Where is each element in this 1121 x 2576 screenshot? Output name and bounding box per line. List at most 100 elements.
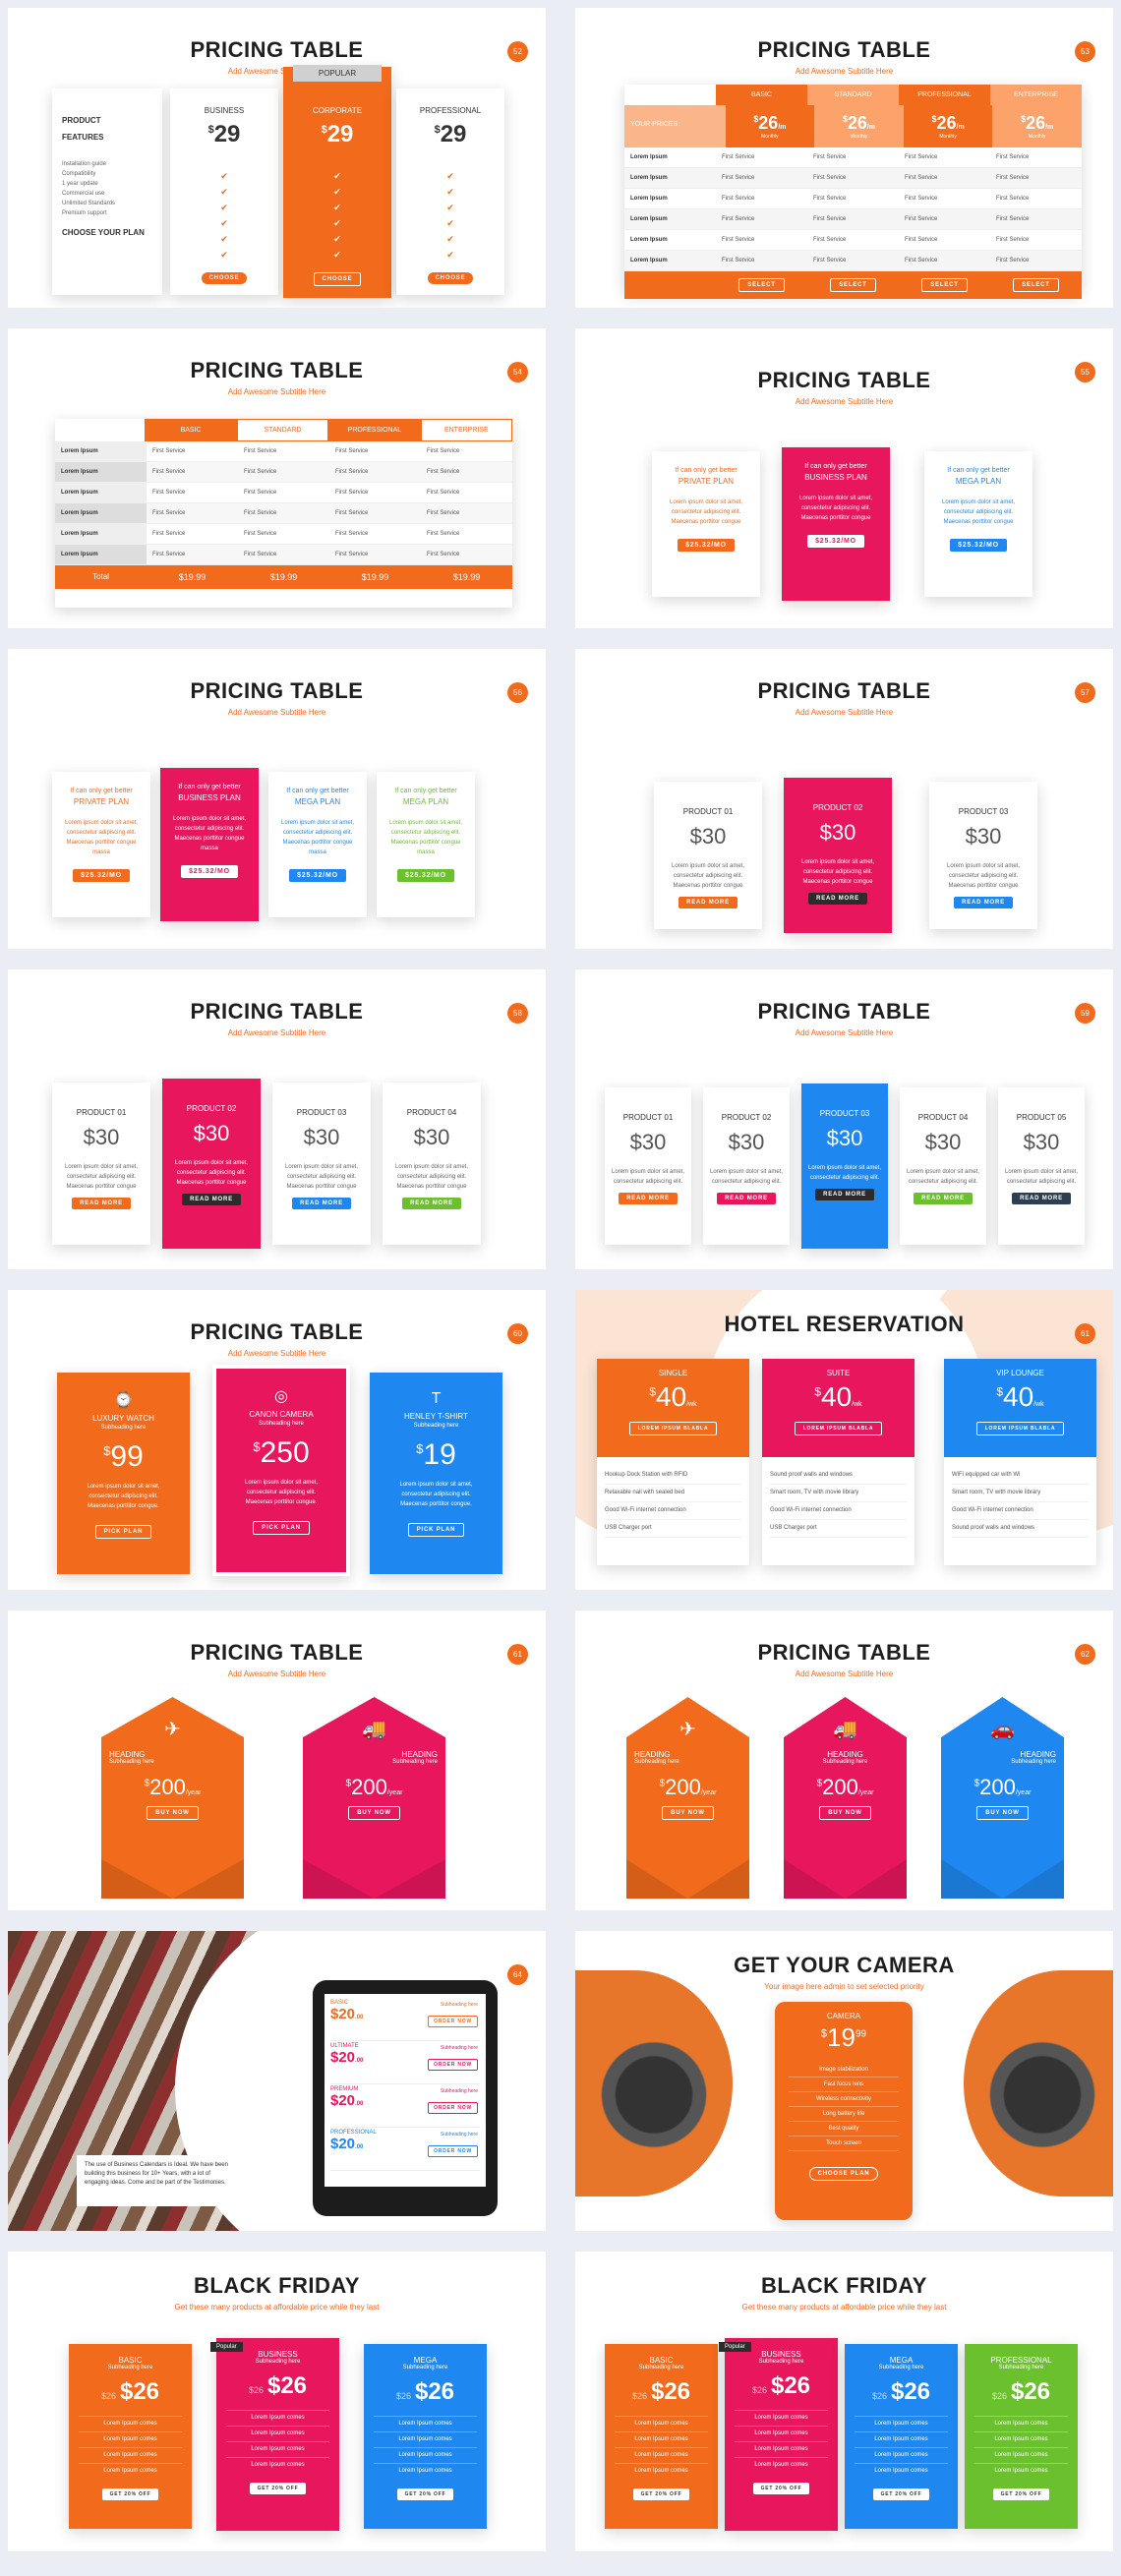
tablet-plan-row: BASIC $20.00 Subheading here ORDER NOW: [330, 1998, 480, 2041]
deal-feature: Lorem Ipsum comes: [226, 2426, 329, 2441]
read-more-button[interactable]: READ MORE: [815, 1189, 874, 1200]
read-more-button[interactable]: READ MORE: [292, 1198, 351, 1209]
discount-button[interactable]: GET 20% OFF: [992, 2488, 1050, 2500]
row-label: Lorem Ipsum: [624, 251, 716, 271]
select-button[interactable]: SELECT: [921, 278, 968, 292]
plan-tagline: If can only get better: [675, 467, 738, 474]
order-now-button[interactable]: ORDER NOW: [428, 2145, 478, 2157]
read-more-button[interactable]: READ MORE: [182, 1194, 241, 1205]
product-price: $30: [728, 1130, 765, 1154]
book-button[interactable]: LOREM IPSUM BLABLA: [975, 1422, 1065, 1435]
plan-desc: consectetur adipiscing elit.: [282, 830, 353, 836]
product-desc: Lorem ipsum dolor sit amet,: [1004, 1169, 1079, 1175]
tablet-device: BASIC $20.00 Subheading here ORDER NOW ULTIM…: [313, 1980, 498, 2216]
slide-title: BLACK FRIDAY: [194, 2273, 360, 2298]
discount-button[interactable]: GET 20% OFF: [872, 2488, 930, 2500]
select-button[interactable]: SELECT: [1013, 278, 1059, 292]
discount-button[interactable]: GET 20% OFF: [101, 2488, 159, 2500]
deal-feature: Lorem Ipsum comes: [974, 2416, 1068, 2431]
read-more-button[interactable]: READ MORE: [619, 1193, 678, 1204]
room-features: Hookup Dock Station with RFID Relaxable n…: [597, 1457, 749, 1548]
read-more-button[interactable]: READ MORE: [678, 897, 738, 908]
discount-button[interactable]: GET 20% OFF: [752, 2483, 810, 2494]
deal-price: $26 $26: [965, 2378, 1078, 2406]
discount-button[interactable]: GET 20% OFF: [632, 2488, 690, 2500]
tablet-plan-price: $20.00: [330, 2006, 480, 2022]
card-price: $200/year: [303, 1775, 445, 1800]
camera-feature: Best quality: [789, 2122, 899, 2137]
price-button[interactable]: $25.32/MO: [678, 539, 735, 552]
table-row: Lorem Ipsum First Service First Service Fir…: [624, 230, 1082, 251]
price-button[interactable]: $25.32/MO: [807, 535, 864, 548]
slide-57: PRICING TABLE Add Awesome Subtitle Here …: [575, 649, 1113, 949]
buy-now-button[interactable]: BUY NOW: [662, 1806, 714, 1820]
pick-plan-button[interactable]: PICK PLAN: [253, 1521, 310, 1535]
choose-button[interactable]: CHOOSE: [201, 272, 248, 284]
read-more-button[interactable]: READ MORE: [1012, 1193, 1071, 1204]
product-card: PRODUCT 01 $30 Lorem ipsum dolor sit amet,…: [52, 1083, 150, 1245]
select-cell: SELECT: [716, 271, 807, 299]
cell-value: First Service: [147, 545, 238, 565]
select-button[interactable]: SELECT: [738, 278, 785, 292]
read-more-button[interactable]: READ MORE: [402, 1198, 461, 1209]
read-more-button[interactable]: READ MORE: [808, 893, 867, 905]
plan-desc: Maecenas porttitor congue: [943, 519, 1014, 525]
pick-plan-button[interactable]: PICK PLAN: [94, 1525, 152, 1539]
room-header: SINGLE $40/wk LOREM IPSUM BLABLA: [597, 1359, 749, 1457]
pricing-grid: BASIC STANDARD PROFESSIONAL ENTERPRISE Lorem…: [55, 419, 513, 608]
price-button[interactable]: $25.32/MO: [73, 869, 130, 882]
buy-now-button[interactable]: BUY NOW: [819, 1806, 871, 1820]
read-more-button[interactable]: READ MORE: [717, 1193, 776, 1204]
price-value: 200: [822, 1775, 858, 1799]
cell-value: First Service: [807, 189, 899, 209]
product-desc: Lorem ipsum dolor sit amet,: [800, 859, 875, 865]
product-card: PRODUCT 03 $30 Lorem ipsum dolor sit amet,…: [801, 1083, 888, 1249]
choose-button[interactable]: CHOOSE: [427, 272, 474, 284]
slide-title: PRICING TABLE: [190, 678, 364, 703]
price-button[interactable]: $25.32/MO: [289, 869, 346, 882]
plan-price: $29: [283, 121, 391, 148]
price-unit: .00: [355, 2101, 364, 2107]
cell-value: First Service: [990, 230, 1082, 251]
read-more-button[interactable]: READ MORE: [914, 1193, 973, 1204]
pick-plan-button[interactable]: PICK PLAN: [407, 1523, 465, 1537]
camera-plan-name: CAMERA: [826, 2012, 861, 2020]
currency-symbol: $: [434, 124, 441, 136]
watch-icon: ⌚: [113, 1392, 134, 1409]
price-note: Monthly: [1028, 134, 1046, 140]
order-now-button[interactable]: ORDER NOW: [428, 2059, 478, 2071]
product-subheading: Subheading here: [259, 1421, 304, 1427]
check-icon: ✔: [333, 234, 341, 244]
room-name: SUITE: [826, 1369, 851, 1377]
read-more-button[interactable]: READ MORE: [72, 1198, 131, 1209]
book-button[interactable]: LOREM IPSUM BLABLA: [628, 1422, 718, 1435]
price-value: 40: [656, 1381, 687, 1412]
order-now-button[interactable]: ORDER NOW: [428, 2016, 478, 2027]
price-button[interactable]: $25.32/MO: [950, 539, 1007, 552]
price-button[interactable]: $25.32/MO: [397, 869, 454, 882]
old-price: $26: [631, 2391, 647, 2401]
select-button[interactable]: SELECT: [830, 278, 876, 292]
product-card: PRODUCT 04 $30 Lorem ipsum dolor sit amet,…: [900, 1087, 986, 1245]
buy-now-button[interactable]: BUY NOW: [976, 1806, 1029, 1820]
room-card: SINGLE $40/wk LOREM IPSUM BLABLA Hookup Doc…: [597, 1359, 749, 1565]
discount-button[interactable]: GET 20% OFF: [249, 2483, 307, 2494]
read-more-button[interactable]: READ MORE: [954, 897, 1013, 908]
choose-plan-button[interactable]: CHOOSE PLAN: [808, 2167, 879, 2181]
product-desc: consectetur adipiscing elit.: [66, 1174, 137, 1180]
buy-now-button[interactable]: BUY NOW: [147, 1806, 199, 1820]
old-price: $26: [991, 2391, 1007, 2401]
buy-now-button[interactable]: BUY NOW: [348, 1806, 400, 1820]
discount-button[interactable]: GET 20% OFF: [396, 2488, 454, 2500]
choose-button[interactable]: CHOOSE: [313, 272, 362, 286]
plan-desc: Lorem ipsum dolor sit amet,: [388, 820, 463, 826]
book-button[interactable]: LOREM IPSUM BLABLA: [794, 1422, 883, 1435]
price-button[interactable]: $25.32/MO: [181, 865, 238, 878]
product-name: PRODUCT 03: [819, 1109, 870, 1118]
plan-card: If can only get better PRIVATE PLAN Lorem …: [52, 772, 150, 917]
slide-54: PRICING TABLE Add Awesome Subtitle Here …: [8, 328, 546, 628]
currency-symbol: $: [321, 124, 327, 136]
slide-subtitle: Add Awesome Subtitle Here: [795, 1028, 894, 1037]
order-now-button[interactable]: ORDER NOW: [428, 2102, 478, 2114]
room-price: $40/wk: [944, 1381, 1096, 1413]
